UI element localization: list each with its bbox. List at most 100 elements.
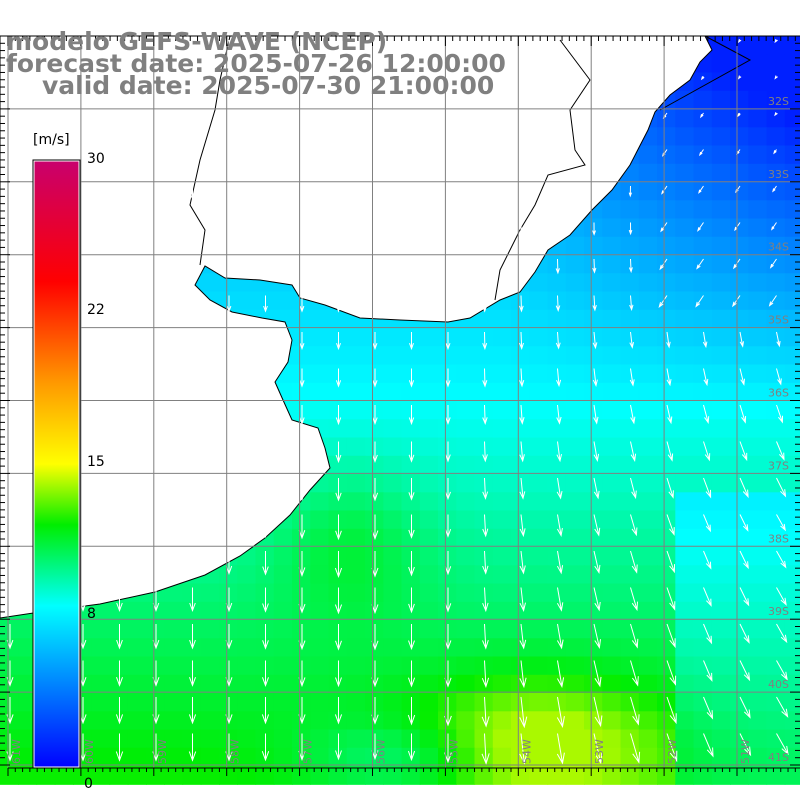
wind-arrow [80, 222, 86, 238]
wind-arrow [445, 405, 451, 425]
speed-cell [748, 547, 768, 566]
wind-arrow [407, 733, 416, 762]
speed-cell [492, 766, 512, 785]
wind-arrow [444, 514, 452, 538]
speed-cell [602, 309, 622, 329]
speed-cell [328, 547, 348, 566]
wind-arrow [408, 478, 415, 501]
wind-arrow [7, 368, 13, 388]
speed-cell [730, 528, 749, 548]
speed-cell [456, 328, 476, 347]
wind-arrow [226, 368, 232, 388]
wind-arrow [8, 76, 12, 89]
speed-cell [492, 419, 512, 439]
speed-cell [237, 766, 257, 785]
wind-arrow [227, 149, 231, 164]
speed-cell [693, 200, 713, 220]
speed-cell [693, 401, 713, 420]
speed-cell [693, 693, 713, 712]
speed-cell [711, 236, 731, 256]
speed-cell [492, 638, 512, 658]
speed-cell [547, 766, 567, 785]
speed-cell [0, 729, 19, 749]
wind-arrow [409, 40, 414, 51]
speed-cell [456, 401, 476, 420]
speed-cell [0, 766, 19, 785]
speed-cell [383, 601, 403, 621]
speed-cell [456, 620, 476, 639]
wind-arrow [769, 258, 777, 269]
speed-cell [766, 547, 786, 566]
speed-cell [693, 437, 713, 457]
speed-cell [638, 693, 658, 712]
wind-arrow [189, 624, 196, 650]
speed-cell [693, 455, 713, 475]
speed-cell [784, 547, 800, 566]
wind-arrow [628, 39, 632, 46]
speed-cell [638, 236, 658, 256]
speed-cell [474, 401, 494, 420]
speed-cell [784, 145, 800, 165]
speed-cell [675, 182, 695, 201]
speed-cell [565, 766, 585, 785]
speed-cell [657, 565, 676, 585]
speed-cell [18, 620, 38, 639]
speed-cell [693, 364, 713, 384]
speed-cell [474, 437, 494, 457]
wind-arrow [592, 76, 596, 85]
speed-cell [255, 583, 275, 603]
speed-cell [620, 273, 640, 293]
speed-cell [638, 437, 658, 457]
speed-cell [511, 382, 530, 402]
wind-arrow [702, 331, 708, 349]
speed-cell [748, 583, 768, 603]
speed-cell [657, 236, 676, 256]
speed-cell [711, 163, 731, 183]
speed-cell [766, 747, 786, 767]
speed-cell [693, 127, 713, 147]
speed-cell [383, 382, 403, 402]
speed-cell [547, 474, 567, 493]
speed-cell [438, 528, 457, 548]
speed-cell [365, 437, 384, 457]
speed-cell [383, 620, 403, 639]
wind-arrow [518, 258, 524, 275]
wind-arrow [482, 258, 487, 276]
speed-cell [547, 419, 567, 439]
speed-cell [584, 364, 603, 384]
speed-cell [730, 455, 749, 475]
wind-arrow [299, 405, 305, 426]
speed-cell [474, 492, 494, 512]
wind-arrow [262, 405, 269, 426]
speed-cell [730, 656, 749, 676]
speed-cell [438, 419, 457, 439]
speed-cell [383, 419, 403, 439]
speed-cell [602, 711, 622, 731]
speed-cell [675, 492, 695, 512]
speed-cell [693, 474, 713, 493]
wind-arrow [263, 76, 268, 89]
speed-cell [492, 474, 512, 493]
speed-cell [784, 200, 800, 220]
speed-cell [529, 474, 549, 493]
speed-cell [602, 346, 622, 366]
speed-cell [292, 382, 311, 402]
speed-cell [273, 693, 293, 712]
wind-arrow [189, 441, 196, 463]
wind-arrow [776, 368, 782, 386]
speed-cell [273, 547, 293, 566]
speed-cell [766, 72, 786, 92]
speed-cell [529, 656, 549, 676]
speed-cell [675, 236, 695, 256]
speed-cell [127, 656, 147, 676]
speed-cell [620, 364, 640, 384]
wind-arrow [373, 149, 377, 164]
speed-cell [766, 528, 786, 548]
wind-arrow [153, 332, 159, 351]
speed-cell [529, 492, 549, 512]
speed-cell [492, 601, 512, 621]
speed-cell [693, 674, 713, 694]
speed-cell [730, 711, 749, 731]
wind-arrow [519, 623, 527, 650]
speed-cell [565, 291, 585, 311]
